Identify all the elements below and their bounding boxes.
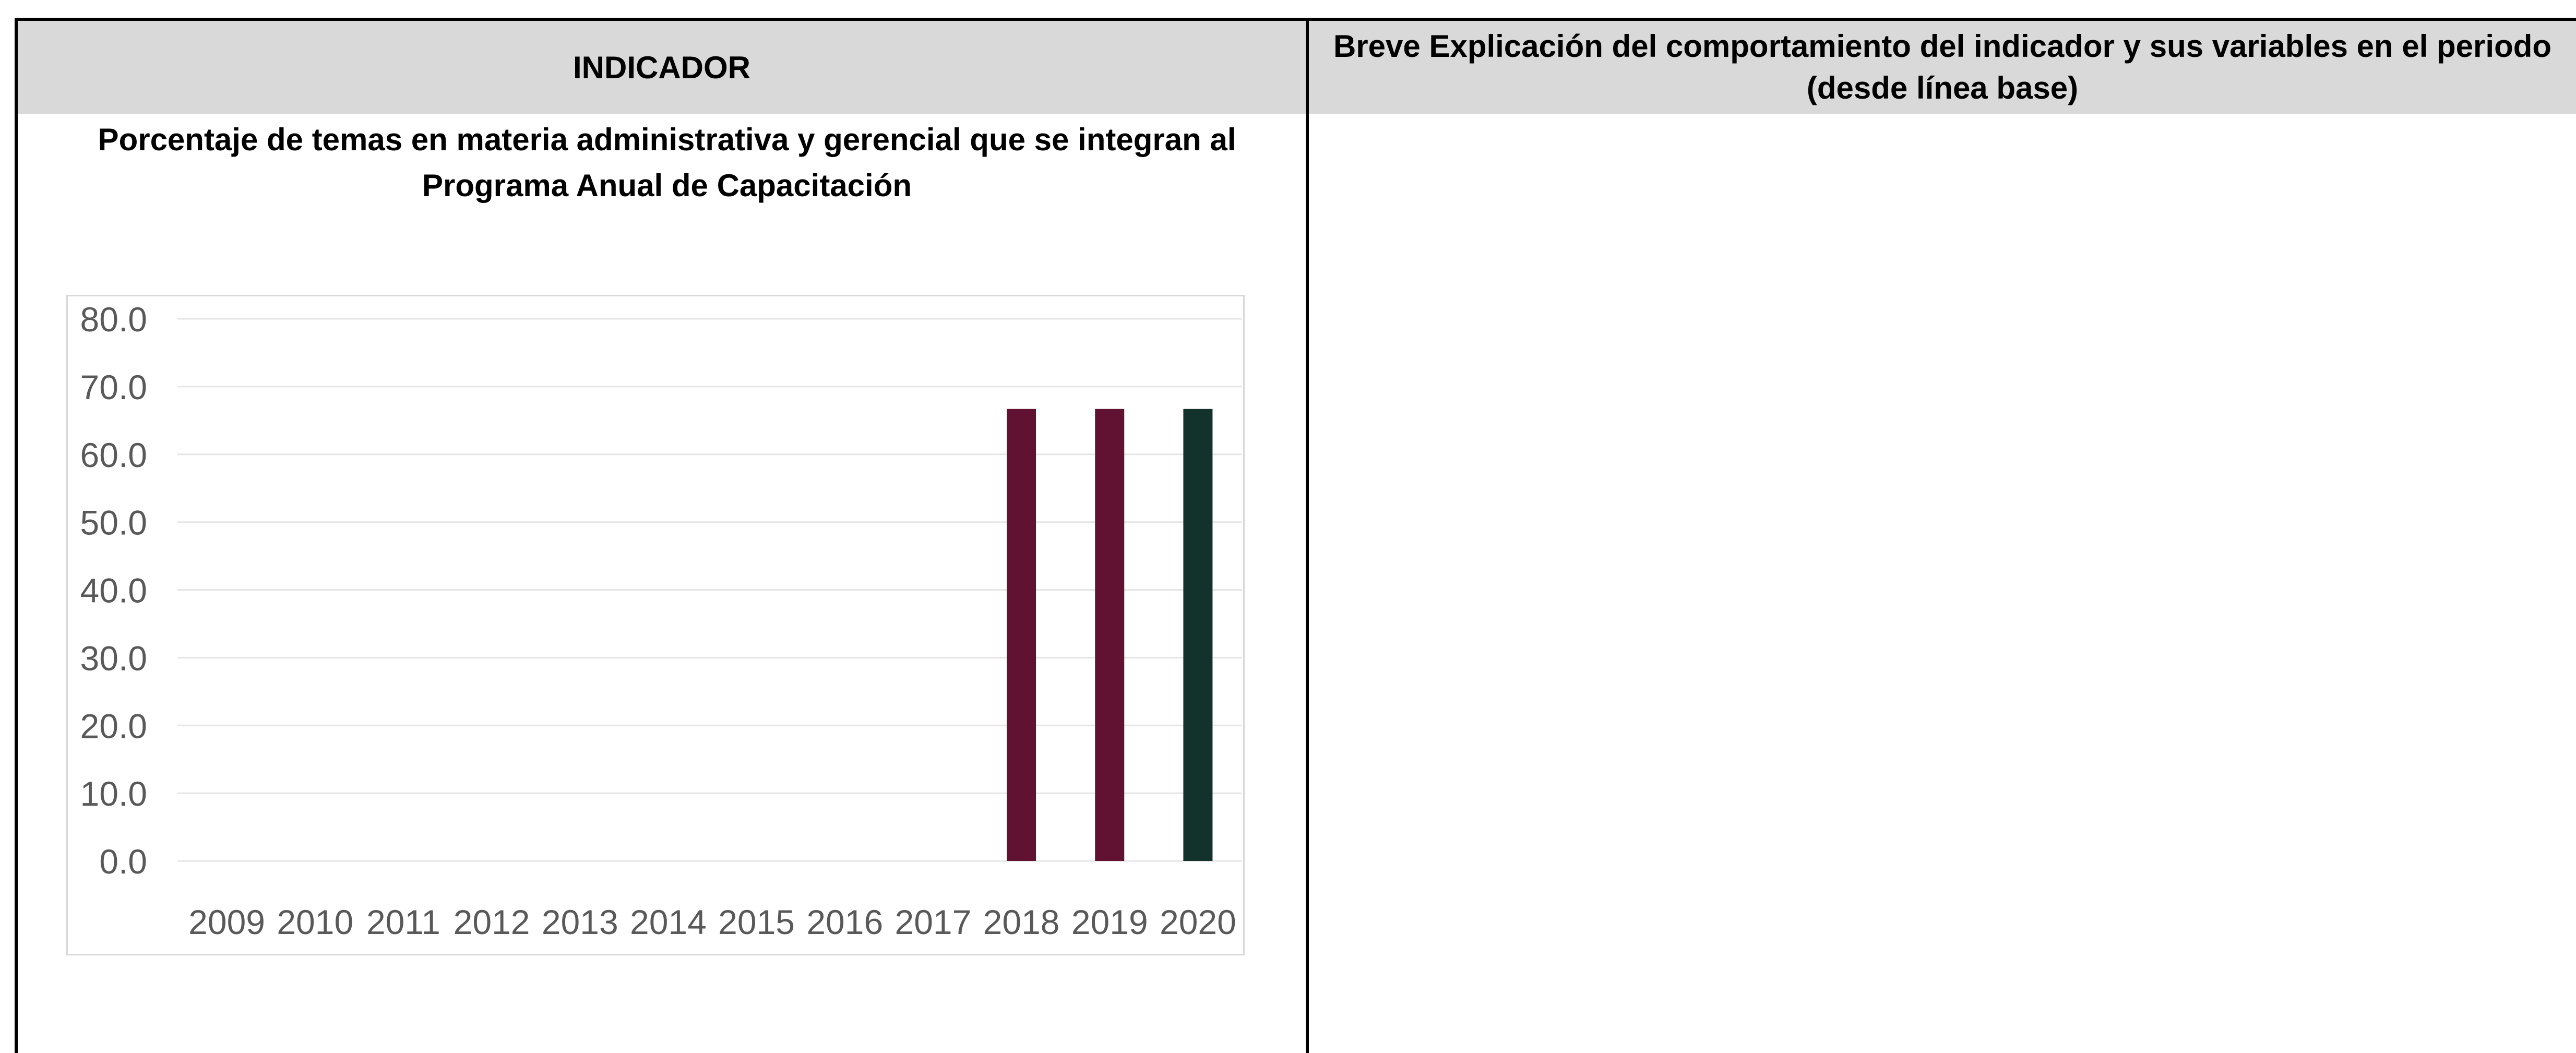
x-tick-label: 2020 [1160,903,1236,941]
table-left-border [15,18,18,1053]
table-column-divider [1306,18,1309,1053]
x-tick-label: 2016 [806,903,883,941]
x-tick-label: 2011 [366,903,440,941]
x-tick-label: 2012 [454,903,530,941]
bar-2018 [1007,409,1036,861]
x-tick-label: 2015 [718,903,795,941]
indicator-table: INDICADOR Breve Explicación del comporta… [15,18,2576,1053]
y-tick-label: 10.0 [80,774,147,813]
x-tick-label: 2014 [630,903,707,941]
x-tick-label: 2009 [188,903,265,941]
y-tick-label: 20.0 [80,707,147,745]
x-tick-label: 2018 [983,903,1060,941]
y-tick-label: 80.0 [80,300,147,339]
chart-area [66,295,1245,955]
y-tick-label: 70.0 [80,368,147,406]
bar-2020 [1183,409,1213,861]
y-tick-label: 0.0 [99,842,147,881]
chart-title: Porcentaje de temas en materia administr… [98,122,1236,203]
y-tick-label: 60.0 [80,436,147,474]
x-tick-label: 2017 [895,903,972,941]
x-tick-label: 2013 [542,903,618,941]
table-top-border [15,18,2576,21]
x-tick-label: 2019 [1071,903,1148,941]
x-tick-label: 2010 [277,903,353,941]
explanation-header: Breve Explicación del comportamiento del… [1309,21,2576,114]
indicator-header: INDICADOR [18,21,1306,114]
y-tick-label: 40.0 [80,571,147,610]
bar-2019 [1095,409,1125,861]
y-tick-label: 30.0 [80,639,147,677]
y-tick-label: 50.0 [80,504,147,542]
